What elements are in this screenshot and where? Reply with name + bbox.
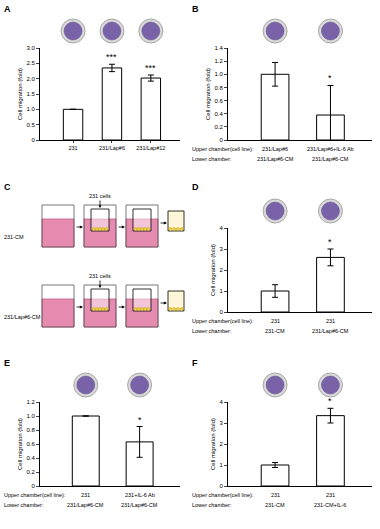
svg-text:1.0: 1.0 [214, 71, 223, 77]
svg-text:Cell migration (fold): Cell migration (fold) [17, 68, 23, 120]
svg-text:***: *** [145, 63, 156, 73]
svg-text:231/Lap#6: 231/Lap#6 [262, 146, 288, 152]
svg-text:2: 2 [219, 267, 223, 273]
svg-text:4: 4 [219, 399, 223, 405]
svg-text:231: 231 [271, 318, 280, 324]
svg-text:2.5: 2.5 [26, 60, 35, 66]
svg-text:E: E [4, 358, 10, 368]
svg-text:*: * [328, 73, 332, 83]
svg-text:231-CM+IL-6: 231-CM+IL-6 [314, 502, 346, 508]
svg-text:Cell migration (fold): Cell migration (fold) [205, 68, 211, 120]
svg-text:0.5: 0.5 [26, 122, 35, 128]
svg-text:3.0: 3.0 [26, 45, 35, 51]
svg-text:Lower chamber:: Lower chamber: [4, 502, 44, 508]
svg-text:*: * [328, 396, 332, 406]
svg-text:B: B [192, 4, 199, 14]
svg-text:231: 231 [271, 492, 280, 498]
svg-text:0.6: 0.6 [214, 98, 223, 104]
svg-text:Upper chamber(cell line):: Upper chamber(cell line): [192, 146, 254, 152]
svg-text:D: D [192, 182, 199, 192]
svg-text:231/Lap#6-CM: 231/Lap#6-CM [257, 156, 294, 162]
svg-text:*: * [138, 415, 142, 425]
svg-text:1: 1 [219, 288, 223, 294]
svg-text:Lower chamber:: Lower chamber: [192, 328, 232, 334]
svg-text:0.2: 0.2 [214, 124, 223, 130]
svg-text:231/Lap#6-CM: 231/Lap#6-CM [312, 156, 349, 162]
svg-text:4: 4 [219, 225, 223, 231]
svg-text:3: 3 [219, 420, 223, 426]
svg-text:231/Lap#6-CM: 231/Lap#6-CM [4, 314, 41, 320]
svg-text:1.2: 1.2 [26, 399, 35, 405]
svg-text:Cell migration (fold): Cell migration (fold) [210, 418, 216, 470]
svg-text:*: * [328, 237, 332, 247]
svg-text:231: 231 [68, 145, 77, 151]
svg-text:***: *** [106, 52, 117, 62]
svg-text:231 cells: 231 cells [89, 193, 111, 199]
svg-text:C: C [4, 182, 11, 192]
svg-text:1.0: 1.0 [26, 413, 35, 419]
svg-text:A: A [4, 4, 11, 14]
svg-text:0.2: 0.2 [26, 469, 35, 475]
svg-text:2: 2 [219, 441, 223, 447]
svg-text:1.4: 1.4 [214, 45, 223, 51]
svg-text:1: 1 [219, 462, 223, 468]
svg-text:0.4: 0.4 [26, 455, 35, 461]
svg-text:231+IL-6 Ab: 231+IL-6 Ab [125, 492, 155, 498]
svg-text:231/Lap#6: 231/Lap#6 [99, 145, 125, 151]
svg-text:0.8: 0.8 [214, 85, 223, 91]
svg-text:231 cells: 231 cells [89, 273, 111, 279]
svg-text:F: F [192, 358, 198, 368]
svg-text:2.0: 2.0 [26, 76, 35, 82]
svg-text:Cell migration (fold): Cell migration (fold) [17, 418, 23, 470]
svg-text:231/Lap#6+IL-6 Ab: 231/Lap#6+IL-6 Ab [307, 146, 354, 152]
svg-text:Lower chamber:: Lower chamber: [192, 502, 232, 508]
svg-text:Upper chamber(cell line):: Upper chamber(cell line): [192, 318, 254, 324]
svg-text:Upper chamber(cell line):: Upper chamber(cell line): [4, 492, 66, 498]
svg-text:Cell migration (fold): Cell migration (fold) [210, 244, 216, 296]
svg-text:0: 0 [219, 137, 223, 143]
svg-text:231-CM: 231-CM [4, 234, 24, 240]
svg-text:0.8: 0.8 [26, 427, 35, 433]
svg-text:0: 0 [219, 483, 223, 489]
svg-text:0.6: 0.6 [26, 441, 35, 447]
svg-text:231/Lap#6-CM: 231/Lap#6-CM [121, 502, 158, 508]
svg-text:231: 231 [326, 492, 335, 498]
svg-text:231-CM: 231-CM [265, 502, 285, 508]
svg-text:Upper chamber(cell line):: Upper chamber(cell line): [192, 492, 254, 498]
svg-text:231-CM: 231-CM [265, 328, 285, 334]
svg-text:0: 0 [219, 309, 223, 315]
svg-text:0.4: 0.4 [214, 111, 223, 117]
svg-text:3: 3 [219, 246, 223, 252]
svg-text:231/Lap#12: 231/Lap#12 [136, 145, 165, 151]
svg-text:1.2: 1.2 [214, 58, 223, 64]
svg-text:231/Lap#6-CM: 231/Lap#6-CM [312, 328, 349, 334]
svg-text:1.5: 1.5 [26, 91, 35, 97]
svg-text:Lower chamber:: Lower chamber: [192, 156, 232, 162]
svg-text:0: 0 [31, 483, 35, 489]
svg-text:231: 231 [81, 492, 90, 498]
svg-text:231/Lap#6-CM: 231/Lap#6-CM [67, 502, 104, 508]
svg-text:1.0: 1.0 [26, 106, 35, 112]
svg-text:0: 0 [31, 137, 35, 143]
svg-text:231: 231 [326, 318, 335, 324]
